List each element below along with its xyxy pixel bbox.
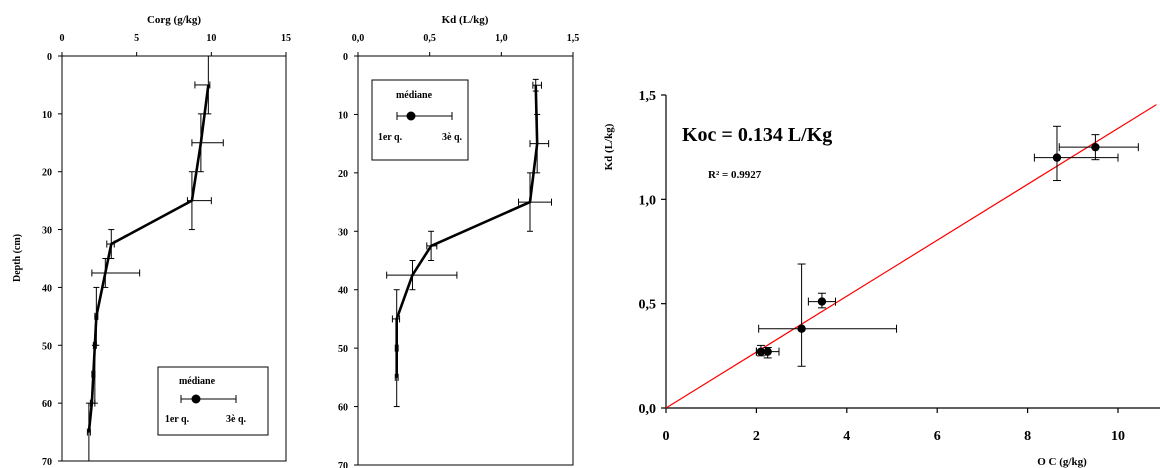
x-axis-title: O C (g/kg)	[1037, 456, 1087, 468]
y-tick-label: 0,5	[639, 298, 657, 313]
y-tick-label: 50	[338, 344, 348, 355]
legend-q1-label: 1er q.	[165, 414, 190, 425]
y-tick-label: 10	[42, 110, 52, 121]
data-point	[1052, 153, 1062, 162]
series	[386, 78, 552, 408]
y-tick-label: 10	[338, 110, 348, 121]
y-tick-label: 20	[338, 169, 348, 180]
x-tick-label: 1,0	[495, 33, 508, 44]
y-tick-label: 30	[338, 227, 348, 238]
y-tick-label: 0	[47, 52, 52, 63]
y-tick-label: 50	[42, 341, 52, 352]
y-axis-title: Kd (L/kg)	[603, 123, 615, 170]
data-point	[1091, 142, 1100, 152]
legend-q3-label: 3è q.	[226, 414, 247, 425]
legend: médiane 1er q. 3è q.	[157, 366, 269, 436]
kd-vs-oc-chart: O C (g/kg) Kd (L/kg) 0 2 4 6 8 10 0,0 0,5 1,0 1,…	[603, 89, 1160, 468]
y-tick-label: 1,5	[639, 89, 657, 104]
legend-q1-label: 1er q.	[378, 132, 403, 143]
legend-box	[157, 366, 269, 436]
x-tick-label: 4	[843, 429, 850, 444]
x-tick-label: 0,0	[352, 33, 365, 44]
x-axis-title: Corg (g/kg)	[147, 14, 201, 26]
data-point	[797, 324, 806, 333]
median-line	[395, 85, 539, 378]
legend-median-marker	[406, 111, 416, 121]
data-point	[817, 297, 827, 306]
corg-depth-chart: Corg (g/kg) Depth (cm) 0 5 10 15 0 10 20 30 40 5…	[12, 14, 291, 468]
y-tick-label: 40	[42, 283, 52, 294]
y-tick-label: 20	[42, 168, 52, 179]
x-tick-label: 0,5	[423, 33, 436, 44]
x-tick-label: 5	[134, 33, 139, 44]
x-tick-label: 0	[663, 429, 670, 444]
x-tick-label: 10	[1111, 429, 1125, 444]
x-tick-label: 15	[281, 33, 291, 44]
legend-median-label: médiane	[396, 90, 433, 101]
r-squared-label: R² = 0.9927	[708, 169, 762, 181]
data-point	[763, 347, 772, 356]
y-ticks: 0 10 20 30 40 50 60 70	[338, 52, 358, 468]
y-ticks: 0 10 20 30 40 50 60 70	[42, 52, 62, 468]
koc-annotation: Koc = 0.134 L/Kg	[682, 124, 832, 146]
x-tick-label: 0	[60, 33, 65, 44]
y-tick-label: 40	[338, 286, 348, 297]
regression-line	[665, 104, 1157, 409]
legend: médiane 1er q. 3è q.	[371, 79, 469, 161]
x-tick-label: 2	[753, 429, 760, 444]
x-ticks: 0,0 0,5 1,0 1,5	[352, 33, 580, 56]
kd-depth-chart: Kd (L/kg) 0,0 0,5 1,0 1,5 0 10 20 30 40 50 60 70 m…	[338, 14, 579, 468]
y-tick-label: 30	[42, 226, 52, 237]
x-ticks: 0 2 4 6 8 10	[663, 408, 1125, 444]
y-axis-title: Depth (cm)	[12, 234, 23, 282]
plot-frame	[61, 55, 287, 462]
x-tick-label: 10	[206, 33, 216, 44]
y-tick-label: 70	[338, 461, 348, 468]
series	[85, 55, 224, 462]
x-tick-label: 8	[1024, 429, 1031, 444]
x-tick-label: 6	[934, 429, 941, 444]
plot-frame	[357, 55, 574, 466]
x-axis-title: Kd (L/kg)	[442, 14, 489, 26]
y-ticks: 0,0 0,5 1,0 1,5	[639, 89, 666, 417]
legend-median-marker	[191, 394, 201, 404]
median-line	[87, 84, 210, 433]
x-ticks: 0 5 10 15	[60, 33, 291, 56]
y-tick-label: 70	[42, 457, 52, 468]
y-tick-label: 60	[42, 399, 52, 410]
series	[665, 104, 1157, 409]
y-tick-label: 0	[343, 52, 348, 63]
y-tick-label: 1,0	[639, 193, 657, 208]
legend-median-label: médiane	[179, 376, 216, 387]
y-tick-label: 0,0	[639, 402, 657, 417]
x-tick-label: 1,5	[567, 33, 580, 44]
y-tick-label: 60	[338, 403, 348, 414]
legend-q3-label: 3è q.	[442, 132, 463, 143]
